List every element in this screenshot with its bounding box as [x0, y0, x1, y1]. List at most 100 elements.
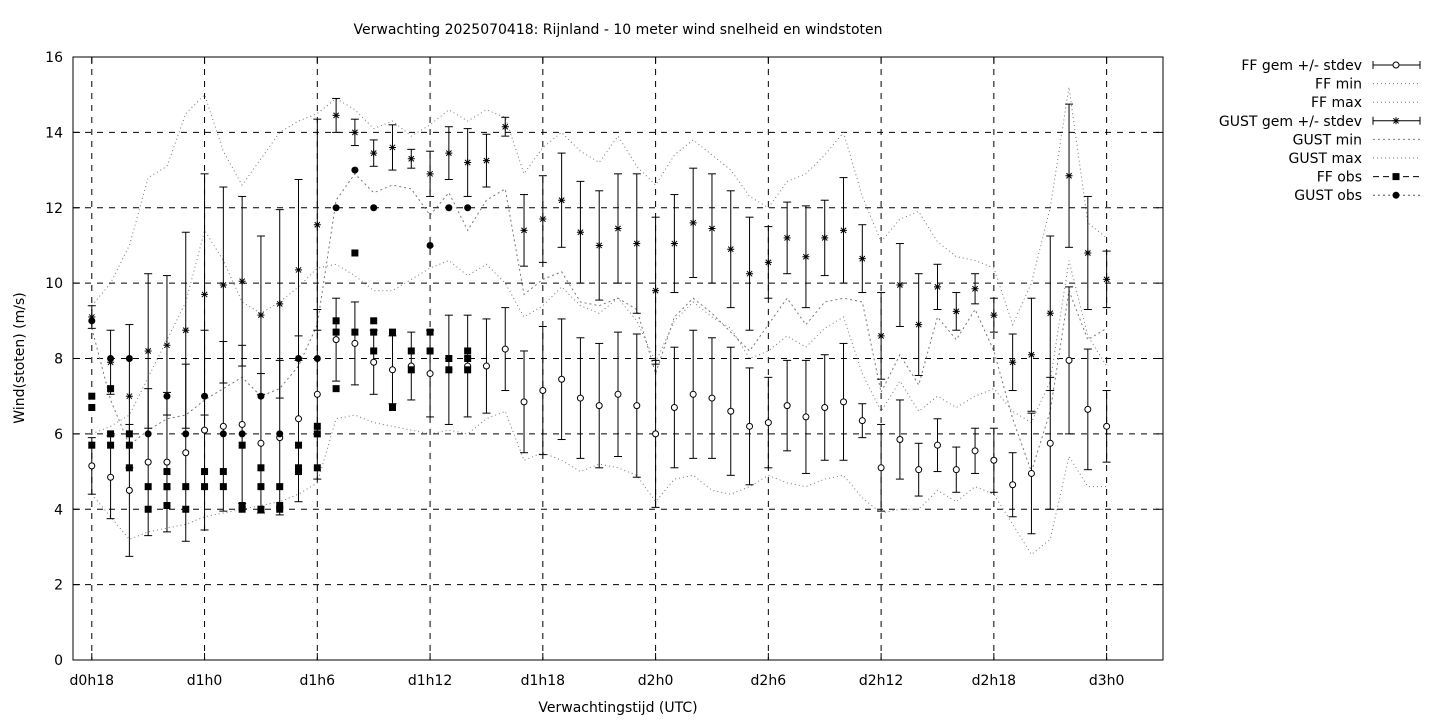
- gust-mean-point: [238, 277, 246, 285]
- ff-obs-point: [464, 347, 472, 355]
- ff-mean-point: [670, 403, 678, 411]
- legend-label: FF obs: [1317, 170, 1362, 186]
- legend-label: FF gem +/- stdev: [1241, 58, 1362, 74]
- ff-obs-point: [370, 317, 378, 325]
- ff-mean-point: [783, 402, 791, 410]
- gust-obs-point: [201, 392, 209, 400]
- ff-mean-point: [1009, 481, 1017, 489]
- ff-obs-point: [313, 430, 321, 438]
- ff-obs-point: [295, 464, 303, 472]
- ff-mean-point: [708, 394, 716, 402]
- gust-mean-point: [689, 219, 697, 227]
- ff-obs-point: [257, 483, 265, 491]
- gust-obs-point: [163, 392, 171, 400]
- legend-marker-ff-mean: [1392, 61, 1400, 69]
- ff-obs-point: [370, 328, 378, 336]
- legend-label: GUST max: [1289, 151, 1363, 167]
- gust-mean-point: [821, 234, 829, 242]
- gust-mean-point: [877, 332, 885, 340]
- gust-mean-point: [708, 224, 716, 232]
- gust-obs-point: [426, 241, 434, 249]
- x-tick-label: d1h6: [300, 673, 336, 689]
- ff-mean-point: [952, 466, 960, 474]
- gust-mean-point: [332, 111, 340, 119]
- legend-label: GUST min: [1293, 132, 1362, 148]
- gust-obs-point: [295, 355, 303, 362]
- ff-obs-point: [144, 505, 152, 513]
- ff-obs-point: [257, 505, 265, 513]
- ff-mean-point: [858, 417, 866, 425]
- ff-obs-point: [107, 385, 115, 393]
- gust-mean-point: [558, 196, 566, 204]
- gust-obs-point: [445, 204, 453, 212]
- gust-mean-point: [163, 341, 171, 349]
- ff-obs-point: [332, 328, 340, 336]
- gust-mean-point: [1009, 358, 1017, 366]
- ff-obs-point: [388, 328, 396, 336]
- ff-obs-point: [313, 422, 321, 430]
- ff-obs-point: [144, 483, 152, 491]
- legend-marker-gust-mean: [1392, 117, 1400, 125]
- ff-mean-point: [746, 422, 754, 430]
- gust-mean-point: [614, 224, 622, 232]
- ff-obs-point: [163, 468, 171, 476]
- ff-mean-point: [1046, 439, 1054, 447]
- gust-mean-point: [783, 234, 791, 242]
- legend-label: FF max: [1311, 95, 1362, 111]
- gust-mean-point: [1027, 351, 1035, 359]
- ff-mean-point: [313, 390, 321, 398]
- gust-mean-point: [858, 255, 866, 263]
- ff-mean-point: [821, 403, 829, 411]
- ff-obs-point: [407, 347, 415, 355]
- series-layer: [87, 87, 1111, 557]
- ff-obs-point: [276, 483, 284, 491]
- ff-obs-point: [219, 483, 227, 491]
- ff-mean-point: [426, 370, 434, 378]
- gust-mean-point: [652, 287, 660, 295]
- gust-mean-point: [990, 311, 998, 319]
- gust-mean-point: [388, 143, 396, 151]
- gust-mean-point: [576, 228, 584, 236]
- gust-mean-point: [952, 307, 960, 315]
- gust-obs-point: [351, 166, 359, 174]
- ff-mean-point: [802, 413, 810, 421]
- gust-mean-point: [257, 311, 265, 319]
- ff-mean-point: [388, 366, 396, 374]
- gust-obs-point: [125, 355, 133, 362]
- y-tick-label: 6: [54, 427, 63, 443]
- legend-label: GUST obs: [1294, 188, 1362, 204]
- y-tick-label: 10: [45, 276, 63, 292]
- ff-mean-point: [107, 473, 115, 481]
- gust-obs-point: [107, 355, 115, 362]
- ff-mean-point: [915, 466, 923, 474]
- ff-mean-point: [1027, 469, 1035, 477]
- ff-obs-point: [125, 430, 133, 438]
- gust-mean-point: [295, 266, 303, 274]
- ff-mean-point: [933, 441, 941, 449]
- ff-mean-point: [482, 362, 490, 370]
- ff-mean-point: [614, 390, 622, 398]
- legend-marker-gust-obs: [1392, 191, 1400, 199]
- axis-layer: 0 2 4 6 8 10 12 14 16 d0h18 d1h0 d1h6 d1h12 d1h18 d2h0…: [45, 50, 1163, 689]
- gust-mean-point: [520, 226, 528, 234]
- ff-min-line: [91, 410, 1107, 556]
- gust-mean-point: [802, 253, 810, 261]
- ff-mean-point: [896, 436, 904, 444]
- ff-obs-point: [238, 441, 246, 449]
- ff-obs-point: [238, 505, 246, 513]
- y-axis-label: Wind(stoten) (m/s): [12, 292, 28, 423]
- gust-mean-point: [426, 170, 434, 178]
- ff-mean-point: [520, 398, 528, 406]
- gust-mean-point: [125, 392, 133, 400]
- gust-mean-point: [464, 159, 472, 167]
- gust-mean-point: [840, 226, 848, 234]
- ff-obs-point: [107, 441, 115, 449]
- ff-obs-point: [276, 505, 284, 513]
- ff-mean-point: [840, 398, 848, 406]
- gust-mean-point: [746, 270, 754, 278]
- gust-mean-point: [88, 313, 96, 321]
- legend: FF gem +/- stdev FF min FF max GUST gem +/-…: [1219, 58, 1421, 204]
- ff-obs-point: [313, 464, 321, 472]
- ff-obs-point: [464, 366, 472, 374]
